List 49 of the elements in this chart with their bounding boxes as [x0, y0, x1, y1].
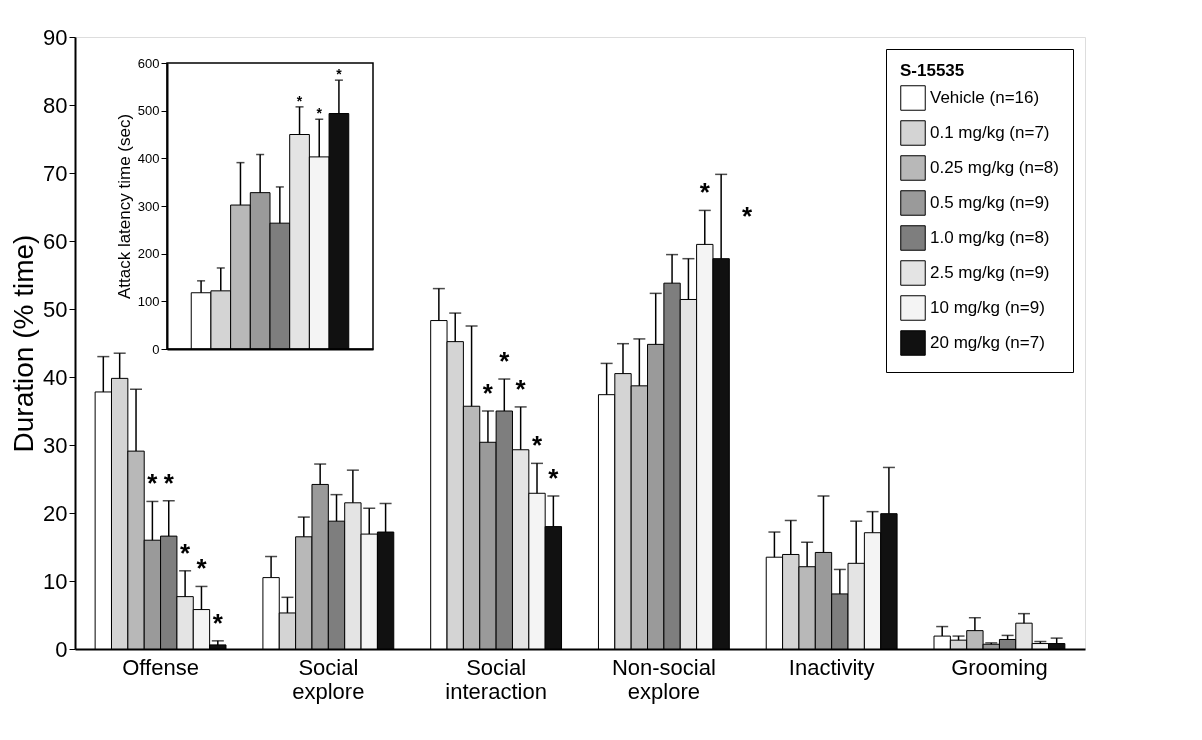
- data-label: *: [482, 378, 494, 408]
- legend-label: Vehicle (n=16): [930, 88, 1040, 107]
- legend-label: 0.5 mg/kg (n=9): [930, 193, 1050, 212]
- data-label: *: [548, 463, 560, 493]
- data-label: *: [212, 607, 224, 638]
- y-tick-label: 300: [137, 198, 160, 214]
- data-label: *: [196, 553, 208, 584]
- y-tick-label: 0: [152, 341, 160, 357]
- y-tick-label: 30: [43, 432, 68, 458]
- y-tick-label: 80: [43, 92, 68, 118]
- data-label: *: [316, 105, 323, 122]
- legend-label: 0.25 mg/kg (n=8): [930, 158, 1059, 177]
- y-axis-title: Duration (% time): [8, 234, 40, 453]
- y-tick-label: 60: [43, 228, 68, 254]
- y-axis-title: Attack latency time (sec): [114, 113, 134, 300]
- legend-label: 1.0 mg/kg (n=8): [930, 228, 1050, 247]
- data-label: *: [499, 346, 511, 377]
- y-tick-label: 200: [137, 246, 160, 262]
- data-label: *: [147, 468, 159, 499]
- data-label: *: [742, 200, 754, 231]
- y-tick-label: 70: [43, 160, 68, 186]
- y-tick-label: 400: [137, 150, 160, 166]
- legend-label: 0.1 mg/kg (n=7): [930, 123, 1050, 142]
- y-tick-label: 90: [43, 24, 68, 50]
- y-tick-label: 20: [43, 500, 68, 526]
- x-tick-label: Social interaction: [445, 654, 547, 704]
- y-tick-label: 600: [137, 55, 160, 71]
- legend-label: 2.5 mg/kg (n=9): [930, 263, 1050, 282]
- y-tick-label: 500: [137, 103, 160, 119]
- y-tick-label: 0: [55, 636, 68, 662]
- data-label: *: [296, 92, 303, 109]
- data-label: *: [531, 430, 543, 461]
- x-tick-label: Offense: [122, 654, 199, 680]
- data-label: *: [515, 373, 527, 404]
- x-tick-label: Grooming: [951, 654, 1048, 680]
- y-tick-label: 40: [43, 364, 68, 390]
- x-tick-label: Inactivity: [788, 654, 875, 680]
- x-tick-label: Non-social explore: [611, 654, 716, 704]
- data-label: *: [336, 66, 343, 83]
- legend-label: 20 mg/kg (n=7): [930, 333, 1045, 352]
- data-label: *: [180, 537, 192, 568]
- data-label: *: [163, 467, 175, 498]
- y-tick-label: 50: [43, 296, 68, 322]
- x-tick-label: Social explore: [292, 654, 365, 704]
- data-label: *: [699, 177, 711, 208]
- legend-label: 10 mg/kg (n=9): [930, 298, 1045, 317]
- legend-title: S-15535: [900, 61, 965, 80]
- y-tick-label: 10: [43, 568, 68, 594]
- y-tick-label: 100: [137, 293, 160, 309]
